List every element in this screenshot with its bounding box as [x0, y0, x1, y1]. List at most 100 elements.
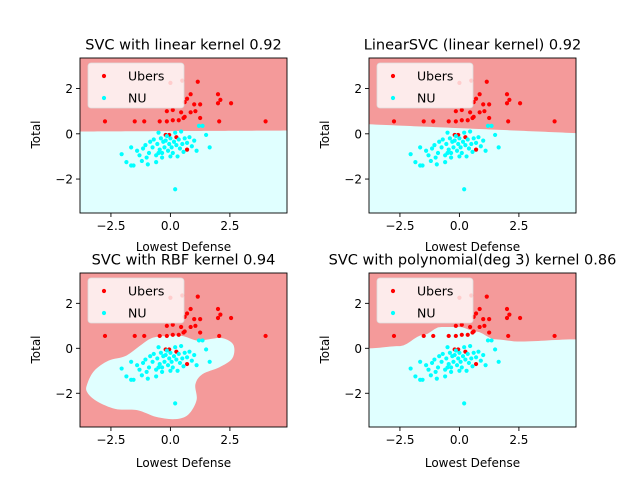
point-ubers	[142, 333, 147, 339]
point-nu	[483, 363, 488, 368]
point-nu	[151, 351, 156, 357]
point-nu	[468, 129, 473, 134]
point-nu	[168, 368, 173, 373]
point-nu	[457, 154, 462, 159]
point-nu	[446, 361, 451, 367]
point-ubers	[193, 109, 198, 114]
point-ubers	[164, 323, 169, 328]
point-ubers	[188, 324, 193, 330]
point-ubers	[506, 333, 511, 339]
point-nu	[457, 136, 462, 141]
point-nu	[179, 343, 184, 349]
point-ubers	[470, 330, 475, 335]
point-nu	[444, 356, 449, 361]
point-nu	[485, 123, 491, 128]
point-nu	[478, 144, 483, 149]
point-nu	[470, 364, 475, 369]
point-nu	[435, 150, 441, 156]
point-nu	[189, 144, 194, 149]
point-ubers	[477, 92, 482, 97]
x-tick-label: 0.0	[161, 433, 180, 447]
point-nu	[119, 366, 124, 371]
panel-4-xlabel: Lowest Defense	[425, 456, 520, 470]
legend-label-nu: NU	[417, 91, 436, 106]
point-ubers	[453, 109, 458, 114]
point-nu	[171, 139, 177, 144]
point-nu	[437, 354, 442, 359]
point-ubers	[504, 92, 510, 97]
point-nu	[445, 130, 450, 135]
point-nu	[471, 136, 476, 141]
point-nu	[168, 136, 173, 141]
point-ubers	[170, 332, 175, 337]
point-nu	[192, 138, 197, 143]
point-nu	[418, 145, 423, 150]
point-nu	[162, 359, 167, 364]
point-ubers	[482, 323, 487, 328]
point-ubers	[188, 110, 193, 115]
point-ubers	[477, 324, 482, 330]
point-ubers	[468, 110, 473, 115]
point-ubers	[170, 322, 175, 327]
point-nu	[174, 357, 179, 362]
point-ubers	[504, 306, 510, 312]
point-nu	[463, 357, 468, 362]
point-nu	[448, 365, 454, 370]
y-tick-label: 2	[65, 297, 73, 311]
point-ubers	[102, 119, 108, 124]
point-nu	[177, 360, 183, 366]
point-ubers	[188, 92, 193, 97]
panel-1-ylabel: Total	[29, 120, 43, 149]
x-tick-label: −2.5	[96, 219, 125, 233]
point-nu	[156, 365, 161, 370]
legend: Ubers NU	[376, 277, 474, 324]
point-nu	[196, 123, 202, 128]
point-nu	[457, 368, 462, 373]
point-nu	[466, 360, 472, 366]
point-nu	[154, 159, 159, 165]
legend-marker-nu	[101, 95, 107, 101]
point-ubers	[453, 333, 458, 339]
point-nu	[496, 359, 501, 364]
point-nu	[433, 369, 438, 375]
point-nu	[200, 123, 205, 128]
point-ubers	[552, 333, 557, 339]
point-nu	[135, 148, 140, 153]
point-ubers	[263, 119, 268, 124]
point-ubers	[421, 333, 426, 339]
point-nu	[170, 365, 175, 370]
point-nu	[481, 352, 486, 358]
point-nu	[131, 163, 136, 168]
point-ubers	[263, 333, 268, 339]
panel-1: −2.5 0.0 2.5 −2 0 2 Ubers NU	[55, 57, 288, 233]
point-nu	[469, 141, 474, 147]
point-ubers	[507, 312, 512, 317]
point-ubers	[504, 101, 510, 106]
point-nu	[471, 350, 476, 355]
point-nu	[493, 132, 498, 138]
point-ubers	[453, 323, 458, 328]
y-tick-label: 2	[354, 297, 362, 311]
point-nu	[443, 374, 448, 379]
point-ubers	[184, 147, 190, 152]
point-ubers	[198, 316, 203, 322]
point-nu	[194, 363, 199, 368]
point-nu	[433, 155, 438, 160]
point-nu	[173, 345, 178, 350]
point-ubers	[179, 110, 184, 115]
x-tick-label: 2.5	[509, 433, 528, 447]
point-nu	[145, 162, 150, 167]
x-tick-label: −2.5	[385, 219, 414, 233]
point-nu	[451, 359, 456, 364]
point-ubers	[215, 306, 221, 312]
point-nu	[408, 366, 413, 371]
point-nu	[158, 136, 163, 141]
axes-frame	[368, 57, 577, 214]
point-nu	[181, 364, 186, 369]
point-ubers	[217, 333, 222, 339]
point-nu	[473, 355, 479, 360]
legend-marker-ubers	[101, 73, 107, 79]
point-nu	[155, 356, 160, 361]
point-nu	[465, 137, 470, 142]
